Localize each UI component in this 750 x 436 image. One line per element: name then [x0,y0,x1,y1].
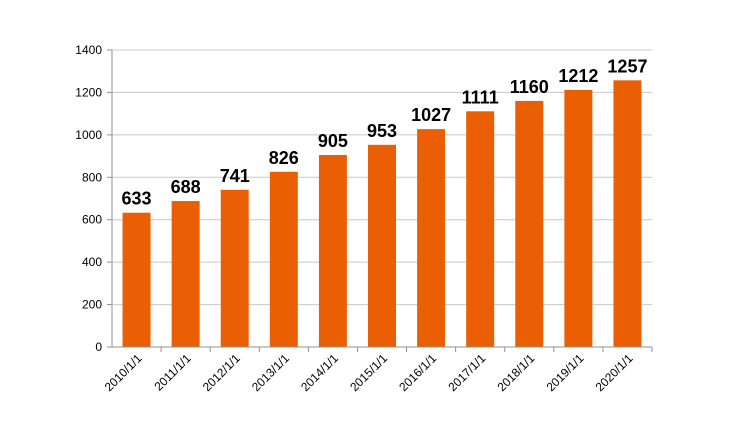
bar [466,111,495,347]
x-tick-label: 2011/1/1 [151,351,194,394]
data-labels: 633 688 741 826 905 953 1027 1111 1160 1212 1257 [122,56,648,208]
x-tick-label: 2017/1/1 [445,351,488,394]
y-tick-label: 0 [95,340,102,354]
y-tick-label: 1000 [75,128,102,142]
data-label: 1160 [510,77,549,97]
bar [368,144,396,347]
data-label: 688 [171,177,201,197]
bar [564,89,593,347]
bar [515,100,544,348]
bar [318,155,347,347]
axes [107,49,653,352]
data-label: 953 [367,121,397,141]
data-label: 1257 [607,56,647,76]
data-label: 1111 [462,87,499,107]
data-label: 1027 [411,105,451,125]
y-tick-label: 600 [82,213,102,227]
data-label: 905 [318,131,348,151]
x-tick-label: 2012/1/1 [200,351,243,394]
data-label: 826 [269,148,299,168]
x-tick-label: 2014/1/1 [298,351,341,394]
bar [417,129,446,347]
bar [171,201,200,347]
bar [269,171,298,347]
y-tick-label: 800 [82,170,102,184]
bars [122,80,642,348]
y-tick-label: 400 [82,255,102,269]
y-tick-label: 1200 [75,85,102,99]
y-axis-tick-labels: 0 200 400 600 800 1000 1200 1400 [75,43,102,354]
x-axis-tick-labels: 2010/1/1 2011/1/1 2012/1/1 2013/1/1 2014/1/1… [102,351,636,394]
x-tick-label: 2013/1/1 [249,351,292,394]
data-label: 633 [122,189,152,209]
x-tick-label: 2016/1/1 [396,351,439,394]
bar [613,80,642,347]
bar [220,189,249,347]
y-tick-label: 200 [82,298,102,312]
data-label: 1212 [558,66,598,86]
x-tick-label: 2010/1/1 [102,351,145,394]
data-label: 741 [220,166,250,186]
x-tick-label: 2015/1/1 [347,351,390,394]
x-tick-label: 2020/1/1 [593,351,636,394]
x-tick-label: 2018/1/1 [494,351,537,394]
y-tick-label: 1400 [75,43,102,57]
x-tick-label: 2019/1/1 [544,351,587,394]
bar [122,212,151,347]
